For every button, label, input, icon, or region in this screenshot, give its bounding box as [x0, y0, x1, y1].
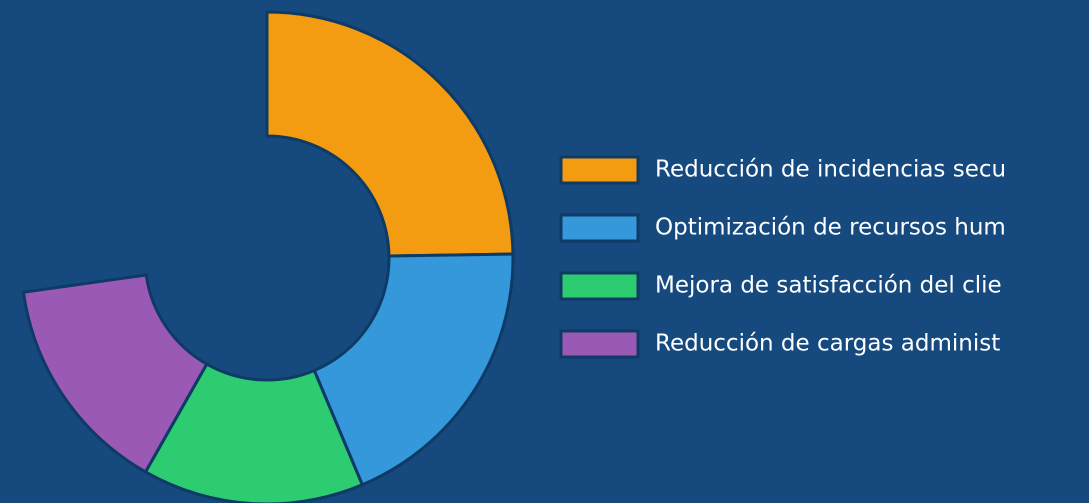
- legend-label: Optimización de recursos hum: [655, 215, 1006, 241]
- legend-swatch: [559, 213, 640, 243]
- slice: [21, 273, 209, 474]
- slice: [265, 10, 515, 258]
- legend-swatch: [559, 271, 640, 301]
- legend: Reducción de incidencias secu Optimizació…: [559, 155, 1006, 359]
- legend-swatch: [559, 155, 640, 185]
- slices: [21, 10, 515, 503]
- legend-label: Mejora de satisfacción del clie: [655, 273, 1002, 299]
- legend-label: Reducción de incidencias secu: [655, 157, 1006, 183]
- legend-label: Reducción de cargas administ: [655, 331, 1000, 357]
- legend-swatch: [559, 329, 640, 359]
- slice: [143, 362, 365, 503]
- slice: [312, 252, 515, 487]
